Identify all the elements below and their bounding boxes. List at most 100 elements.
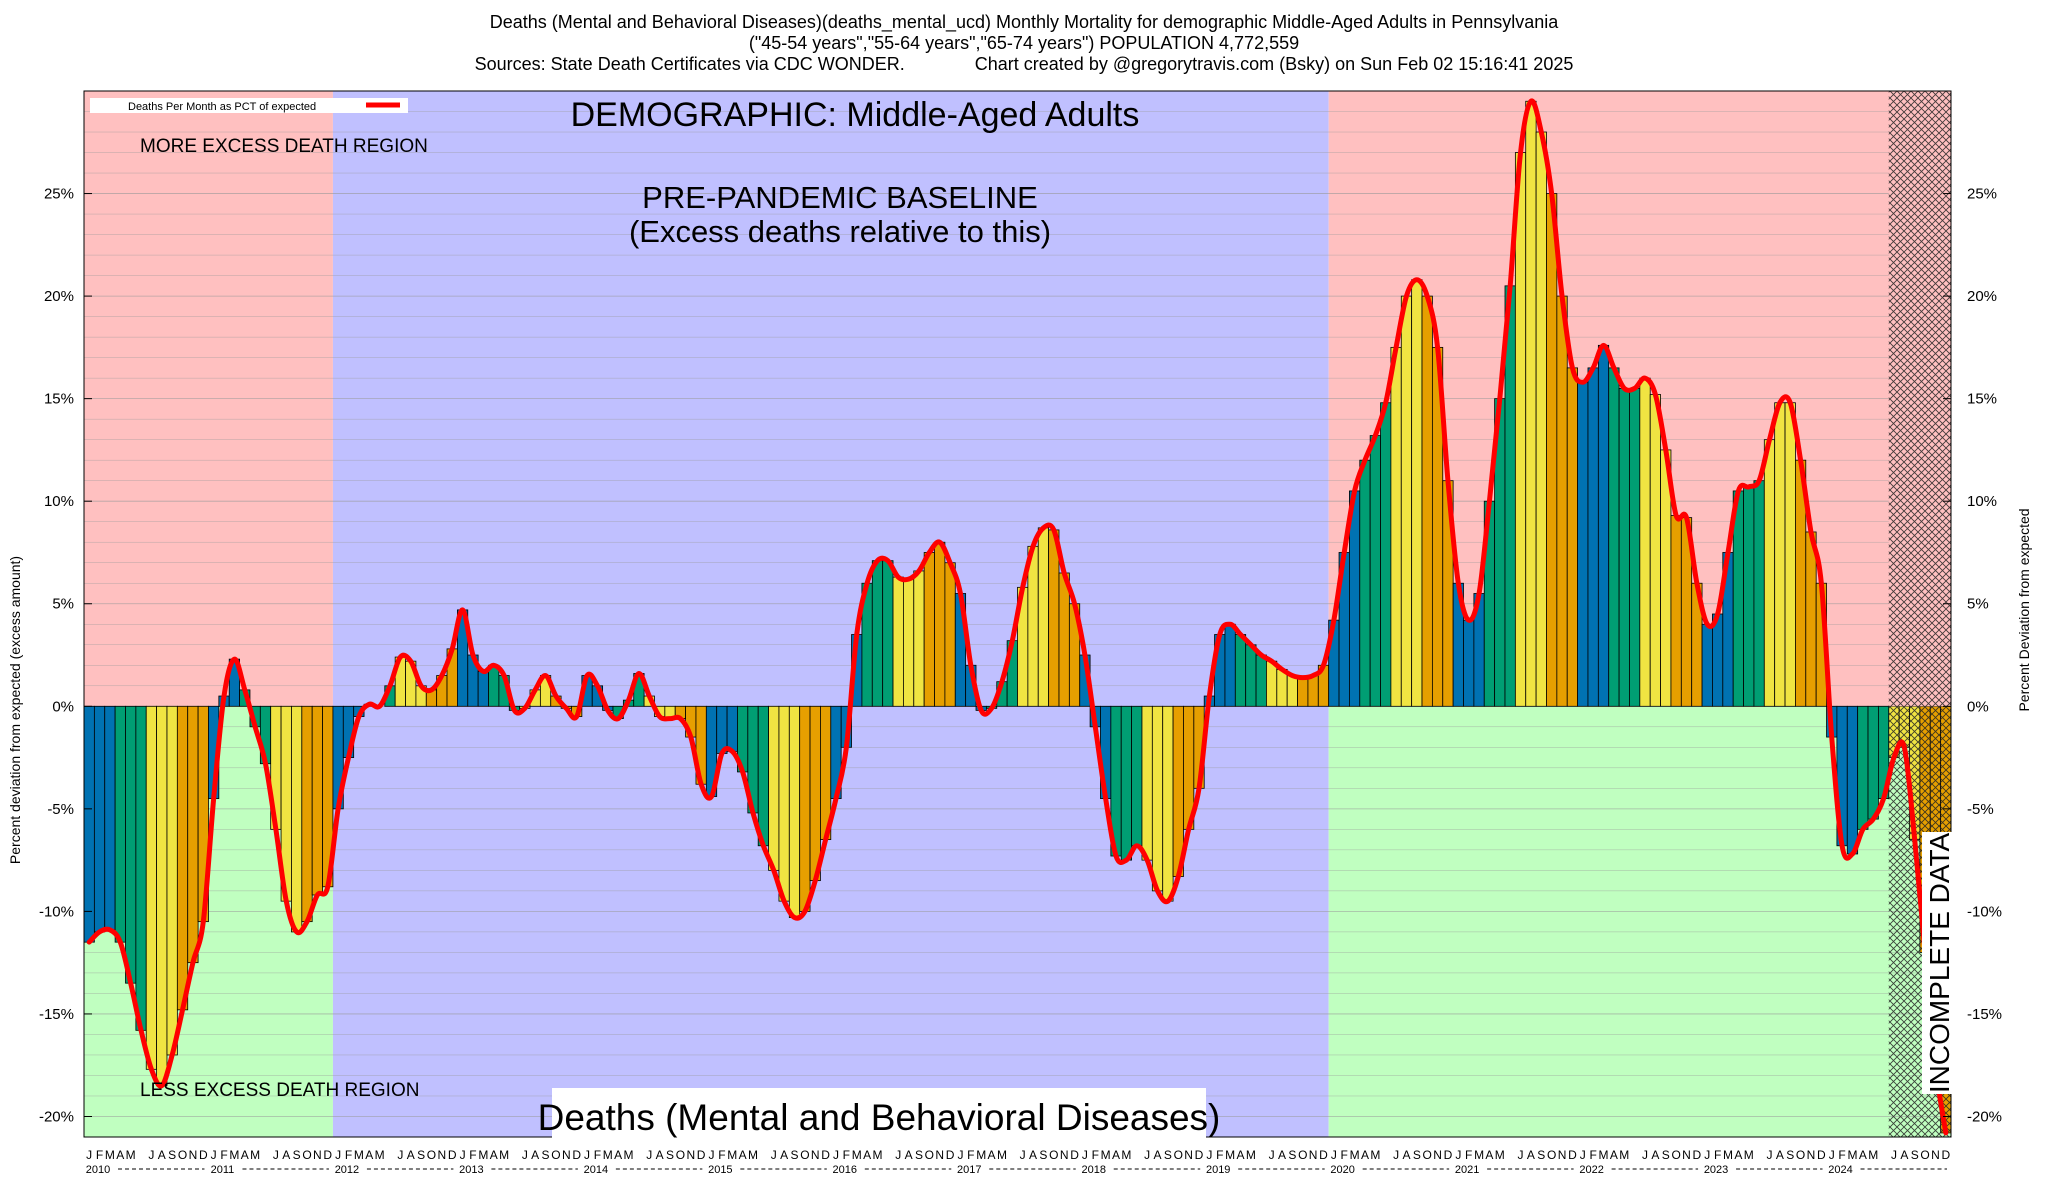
month-tick-label: A bbox=[739, 1148, 747, 1162]
month-tick-label: M bbox=[1723, 1148, 1733, 1162]
month-tick-label: O bbox=[1920, 1148, 1929, 1162]
month-tick-label: O bbox=[925, 1148, 934, 1162]
month-tick-label: A bbox=[407, 1148, 415, 1162]
month-tick-label: J bbox=[1580, 1148, 1586, 1162]
y-tick-label: 25% bbox=[44, 186, 74, 203]
bar bbox=[1266, 660, 1278, 707]
y-tick-label-right: -5% bbox=[1967, 801, 1994, 818]
bar bbox=[1390, 346, 1402, 707]
bar bbox=[1141, 705, 1153, 861]
month-tick-label: A bbox=[1361, 1148, 1369, 1162]
incomplete-data-label-group: INCOMPLETE DATA bbox=[1922, 832, 1956, 1094]
month-tick-label: A bbox=[1859, 1148, 1867, 1162]
y-tick-label-right: -15% bbox=[1967, 1006, 2002, 1023]
month-tick-label: N bbox=[686, 1148, 695, 1162]
y-tick-label-right: 0% bbox=[1967, 698, 1989, 715]
bar bbox=[1369, 435, 1381, 707]
month-tick-label: M bbox=[976, 1148, 986, 1162]
month-tick-label: J bbox=[397, 1148, 403, 1162]
bar bbox=[1421, 295, 1433, 707]
month-tick-label: S bbox=[1039, 1148, 1047, 1162]
month-tick-label: N bbox=[189, 1148, 198, 1162]
month-tick-label: D bbox=[323, 1148, 332, 1162]
month-tick-label: J bbox=[584, 1148, 590, 1162]
month-tick-label: D bbox=[697, 1148, 706, 1162]
month-tick-label: N bbox=[1309, 1148, 1318, 1162]
month-tick-label: A bbox=[780, 1148, 788, 1162]
demographic-annotation: DEMOGRAPHIC: Middle-Aged Adults bbox=[571, 96, 1140, 134]
series-line bbox=[86, 98, 1949, 1136]
month-tick-label: F bbox=[843, 1148, 850, 1162]
month-tick-label: O bbox=[427, 1148, 436, 1162]
month-tick-label: D bbox=[1568, 1148, 1577, 1162]
bar bbox=[1359, 459, 1371, 707]
y-tick-label: 5% bbox=[52, 596, 74, 613]
month-tick-label: S bbox=[1413, 1148, 1421, 1162]
month-tick-label: O bbox=[1796, 1148, 1805, 1162]
bar bbox=[1162, 705, 1174, 902]
year-label: 2021 bbox=[1455, 1164, 1479, 1176]
month-tick-label: J bbox=[1455, 1148, 1461, 1162]
bar bbox=[176, 705, 189, 1011]
bar bbox=[1255, 654, 1267, 707]
month-tick-label: J bbox=[1766, 1148, 1772, 1162]
month-tick-label: F bbox=[1216, 1148, 1223, 1162]
bar bbox=[1514, 152, 1527, 707]
month-tick-label: J bbox=[1518, 1148, 1524, 1162]
month-tick-label: N bbox=[1060, 1148, 1069, 1162]
month-tick-label: J bbox=[522, 1148, 528, 1162]
year-label: 2024 bbox=[1828, 1164, 1852, 1176]
month-tick-label: M bbox=[1744, 1148, 1754, 1162]
month-tick-label: M bbox=[748, 1148, 758, 1162]
bar bbox=[1763, 439, 1776, 707]
incomplete-data-label: INCOMPLETE DATA bbox=[1924, 833, 1955, 1094]
year-label: 2016 bbox=[833, 1164, 857, 1176]
month-tick-label: J bbox=[335, 1148, 341, 1162]
month-tick-label: M bbox=[603, 1148, 613, 1162]
month-tick-label: J bbox=[709, 1148, 715, 1162]
month-tick-label: S bbox=[1537, 1148, 1545, 1162]
more-excess-region-label: MORE EXCESS DEATH REGION bbox=[140, 136, 428, 157]
month-tick-label: S bbox=[790, 1148, 798, 1162]
year-label: 2018 bbox=[1081, 1164, 1105, 1176]
bar bbox=[1805, 531, 1817, 707]
year-label: 2022 bbox=[1579, 1164, 1603, 1176]
month-tick-label: M bbox=[250, 1148, 260, 1162]
y-tick-label-right: -20% bbox=[1967, 1108, 2002, 1125]
y-tick-label: -10% bbox=[39, 903, 74, 920]
chart-sources: Sources: State Death Certificates via CD… bbox=[474, 54, 1574, 74]
bar bbox=[1712, 613, 1724, 707]
bar bbox=[187, 705, 199, 964]
month-tick-label: M bbox=[1225, 1148, 1235, 1162]
month-tick-label: A bbox=[988, 1148, 996, 1162]
month-tick-label: N bbox=[562, 1148, 571, 1162]
y-tick-label: -15% bbox=[39, 1006, 74, 1023]
bar bbox=[145, 705, 158, 1070]
year-label: 2019 bbox=[1206, 1164, 1230, 1176]
year-label: 2014 bbox=[584, 1164, 608, 1176]
bar bbox=[1587, 367, 1599, 707]
bar bbox=[923, 552, 935, 707]
bar bbox=[1566, 367, 1579, 707]
month-tick-label: A bbox=[1236, 1148, 1244, 1162]
y-tick-label-right: -10% bbox=[1967, 903, 2002, 920]
month-tick-label: F bbox=[220, 1148, 227, 1162]
month-tick-label: F bbox=[967, 1148, 974, 1162]
month-tick-label: M bbox=[1246, 1148, 1256, 1162]
month-tick-label: O bbox=[551, 1148, 560, 1162]
bar bbox=[903, 578, 915, 707]
month-tick-label: M bbox=[354, 1148, 364, 1162]
y-tick-label-right: 25% bbox=[1967, 186, 1997, 203]
month-tick-label: J bbox=[895, 1148, 901, 1162]
bar bbox=[1307, 675, 1319, 707]
bar bbox=[1701, 623, 1713, 707]
month-tick-label: F bbox=[345, 1148, 352, 1162]
month-tick-label: J bbox=[771, 1148, 777, 1162]
month-tick-label: F bbox=[1341, 1148, 1348, 1162]
month-tick-label: J bbox=[1393, 1148, 1399, 1162]
month-tick-label: M bbox=[727, 1148, 737, 1162]
month-tick-label: J bbox=[1082, 1148, 1088, 1162]
month-tick-label: M bbox=[105, 1148, 115, 1162]
month-tick-label: D bbox=[1319, 1148, 1328, 1162]
